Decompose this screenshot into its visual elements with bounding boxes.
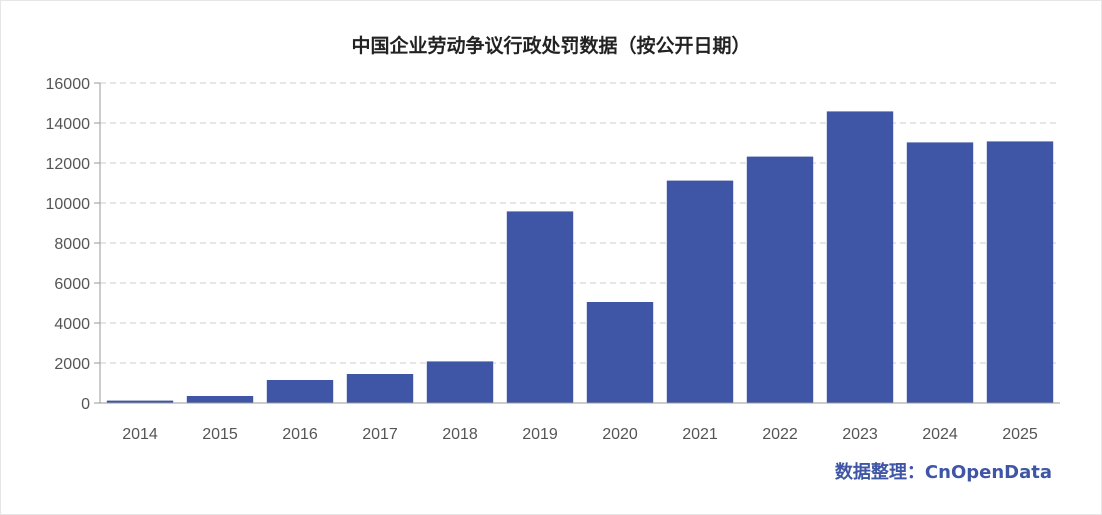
x-tick-label: 2023 [842,426,878,443]
data-credit: 数据整理：CnOpenData [834,462,1052,483]
bar-2015 [186,396,254,403]
y-tick-label: 14000 [46,116,91,133]
bar-2018 [426,361,494,403]
bar-2016 [266,380,334,403]
y-tick-label: 6000 [54,276,90,293]
y-tick-label: 0 [81,396,90,413]
bar-2022 [746,156,814,403]
x-tick-label: 2016 [282,426,318,443]
y-tick-label: 10000 [46,196,91,213]
x-tick-label: 2021 [682,426,718,443]
y-tick-label: 12000 [46,156,91,173]
y-tick-label: 16000 [46,76,91,93]
bar-2019 [506,211,574,403]
y-tick-labels: 0 2000 4000 6000 8000 10000 12000 14000 16000 [46,76,91,413]
x-tick-label: 2019 [522,426,558,443]
bar-2021 [666,180,734,403]
bar-2014 [106,400,174,403]
x-tick-label: 2024 [922,426,958,443]
x-tick-label: 2015 [202,426,238,443]
x-tick-label: 2014 [122,426,158,443]
bar-2017 [346,374,414,403]
grid-lines [100,82,1060,364]
y-tick-label: 4000 [54,316,90,333]
axes [94,82,1060,404]
x-tick-label: 2018 [442,426,478,443]
chart-title: 中国企业劳动争议行政处罚数据（按公开日期） [351,35,751,57]
bar-2023 [826,111,894,404]
x-tick-label: 2022 [762,426,798,443]
x-tick-label: 2020 [602,426,638,443]
x-tick-labels: 2014 2015 2016 2017 2018 2019 2020 2021 2022 2023… [122,426,1038,443]
y-tick-label: 2000 [54,356,90,373]
x-tick-label: 2017 [362,426,398,443]
bar-2025 [986,141,1054,403]
bar-2020 [586,302,654,403]
x-tick-label: 2025 [1002,426,1038,443]
bar-2024 [906,142,974,403]
bars [106,111,1054,404]
y-tick-label: 8000 [54,236,90,253]
